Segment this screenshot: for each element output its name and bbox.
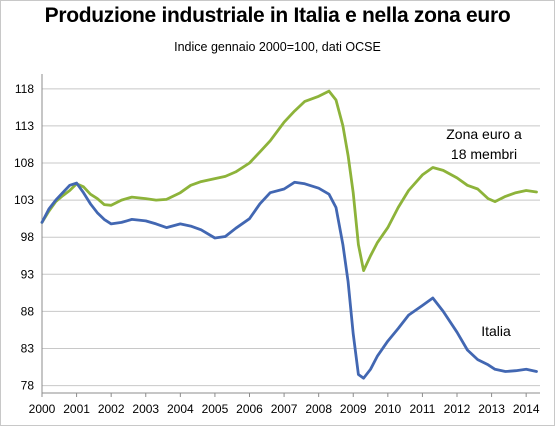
x-tick-label: 2010 bbox=[374, 402, 401, 416]
x-tick-label: 2006 bbox=[236, 402, 263, 416]
x-tick-label: 2003 bbox=[132, 402, 159, 416]
annotation-italia: Italia bbox=[481, 323, 511, 339]
x-tick-label: 2007 bbox=[271, 402, 298, 416]
y-tick-label: 83 bbox=[21, 341, 35, 355]
x-tick-label: 2011 bbox=[410, 402, 436, 416]
y-tick-label: 78 bbox=[21, 379, 35, 393]
series-line-italia bbox=[40, 180, 538, 380]
x-tick-label: 2013 bbox=[478, 402, 505, 416]
chart-subtitle: Indice gennaio 2000=100, dati OCSE bbox=[174, 40, 381, 54]
x-tick-label: 2004 bbox=[167, 402, 194, 416]
x-tick-label: 2009 bbox=[340, 402, 367, 416]
y-tick-label: 108 bbox=[14, 156, 34, 170]
x-tick-label: 2001 bbox=[63, 402, 90, 416]
x-tick-label: 2005 bbox=[202, 402, 229, 416]
annotation-euro: Zona euro a bbox=[446, 126, 522, 142]
y-tick-label: 103 bbox=[14, 193, 34, 207]
x-tick-label: 2014 bbox=[513, 402, 540, 416]
x-tick-label: 2000 bbox=[29, 402, 56, 416]
series-line-euro bbox=[40, 89, 538, 272]
x-tick-label: 2012 bbox=[444, 402, 471, 416]
y-tick-label: 98 bbox=[21, 230, 35, 244]
x-tick-label: 2002 bbox=[98, 402, 125, 416]
annotation-euro: 18 membri bbox=[451, 146, 517, 162]
y-tick-label: 118 bbox=[15, 82, 34, 96]
y-tick-label: 113 bbox=[15, 119, 34, 133]
y-tick-label: 88 bbox=[21, 304, 35, 318]
chart-title: Produzione industriale in Italia e nella… bbox=[44, 4, 511, 27]
x-tick-label: 2008 bbox=[305, 402, 332, 416]
y-tick-label: 93 bbox=[21, 267, 35, 281]
